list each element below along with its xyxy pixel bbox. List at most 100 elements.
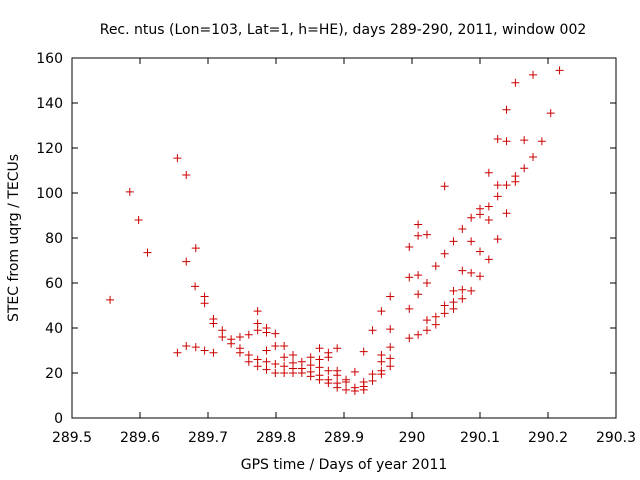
data-point [324, 366, 333, 375]
x-tick-label: 290.1 [460, 430, 500, 446]
data-point [368, 326, 377, 335]
data-point [333, 344, 342, 353]
data-point [280, 369, 289, 377]
data-point [440, 182, 449, 191]
data-point [422, 230, 431, 239]
data-point [271, 360, 280, 368]
x-tick-label: 290.3 [596, 430, 636, 446]
data-point [377, 351, 386, 359]
data-point [306, 361, 315, 370]
data-point [431, 312, 440, 321]
data-point [271, 342, 280, 350]
data-point [262, 328, 271, 337]
data-point [449, 286, 458, 295]
y-tick-label: 0 [54, 411, 63, 427]
data-point [324, 353, 333, 362]
data-point [271, 369, 280, 377]
data-point [173, 154, 182, 163]
data-point [467, 237, 476, 246]
data-point [422, 326, 431, 335]
data-point [386, 292, 395, 301]
data-point [476, 210, 484, 219]
data-point [377, 307, 386, 316]
data-point [333, 383, 342, 392]
y-tick-label: 80 [45, 231, 63, 247]
data-point [324, 379, 333, 388]
data-point [342, 385, 351, 394]
data-point [297, 369, 306, 377]
data-point [440, 249, 449, 258]
data-point [546, 109, 555, 118]
data-point [458, 225, 467, 233]
data-point [537, 137, 546, 146]
chart-title: Rec. ntus (Lon=103, Lat=1, h=HE), days 2… [100, 22, 587, 38]
data-point [377, 370, 386, 379]
y-axis-label: STEC from uqrg / TECUs [6, 154, 22, 322]
x-tick-label: 290.2 [528, 430, 568, 446]
data-point [227, 339, 236, 348]
data-point [191, 244, 200, 253]
y-tick-label: 120 [36, 141, 63, 157]
data-point [511, 177, 520, 186]
data-point [306, 353, 315, 362]
data-point [271, 329, 280, 338]
data-point [253, 355, 262, 364]
data-point [386, 362, 395, 371]
data-point [218, 333, 227, 341]
data-point [244, 357, 253, 366]
data-point [262, 365, 271, 374]
data-point [253, 362, 262, 371]
data-point [262, 357, 271, 366]
data-point [476, 247, 484, 256]
data-point [280, 353, 289, 362]
data-point [377, 357, 386, 366]
data-point [414, 290, 423, 299]
data-point [484, 202, 493, 211]
data-point [350, 367, 359, 376]
data-point [502, 137, 511, 146]
data-point [333, 371, 342, 380]
data-point [467, 286, 476, 295]
data-point [200, 346, 209, 355]
x-tick-label: 289.7 [188, 430, 228, 446]
data-point [209, 348, 218, 357]
x-axis-ticks: 289.5 289.6 289.7 289.8 289.9 290 290.1 290.2 29… [52, 58, 636, 446]
data-point [143, 248, 152, 257]
data-point [440, 309, 449, 318]
data-point [235, 333, 244, 341]
y-tick-label: 140 [36, 96, 63, 112]
x-tick-label: 289.9 [324, 430, 364, 446]
data-point [386, 325, 395, 334]
data-point [484, 216, 493, 224]
data-point [422, 316, 431, 325]
data-point [289, 351, 297, 359]
data-point [182, 342, 191, 350]
data-point [529, 70, 538, 79]
data-point [306, 372, 315, 381]
data-point [280, 362, 289, 371]
data-point [414, 231, 423, 240]
x-tick-label: 290 [399, 430, 426, 446]
data-point [405, 243, 414, 251]
data-point [262, 346, 271, 355]
data-point [200, 299, 209, 308]
x-axis-label: GPS time / Days of year 2011 [241, 457, 448, 473]
x-tick-label: 289.5 [52, 430, 92, 446]
data-point [182, 257, 191, 266]
data-point [405, 273, 414, 282]
data-point [191, 282, 200, 291]
data-point [386, 354, 395, 363]
y-tick-label: 20 [45, 366, 63, 382]
data-point [449, 237, 458, 246]
x-tick-label: 289.8 [256, 430, 296, 446]
data-point [386, 343, 395, 352]
data-point [414, 271, 423, 280]
data-point [484, 168, 493, 177]
data-point [458, 266, 467, 275]
data-point [235, 348, 244, 357]
data-point [422, 279, 431, 287]
data-point [405, 304, 414, 313]
data-point [520, 164, 529, 173]
data-point [253, 326, 262, 335]
